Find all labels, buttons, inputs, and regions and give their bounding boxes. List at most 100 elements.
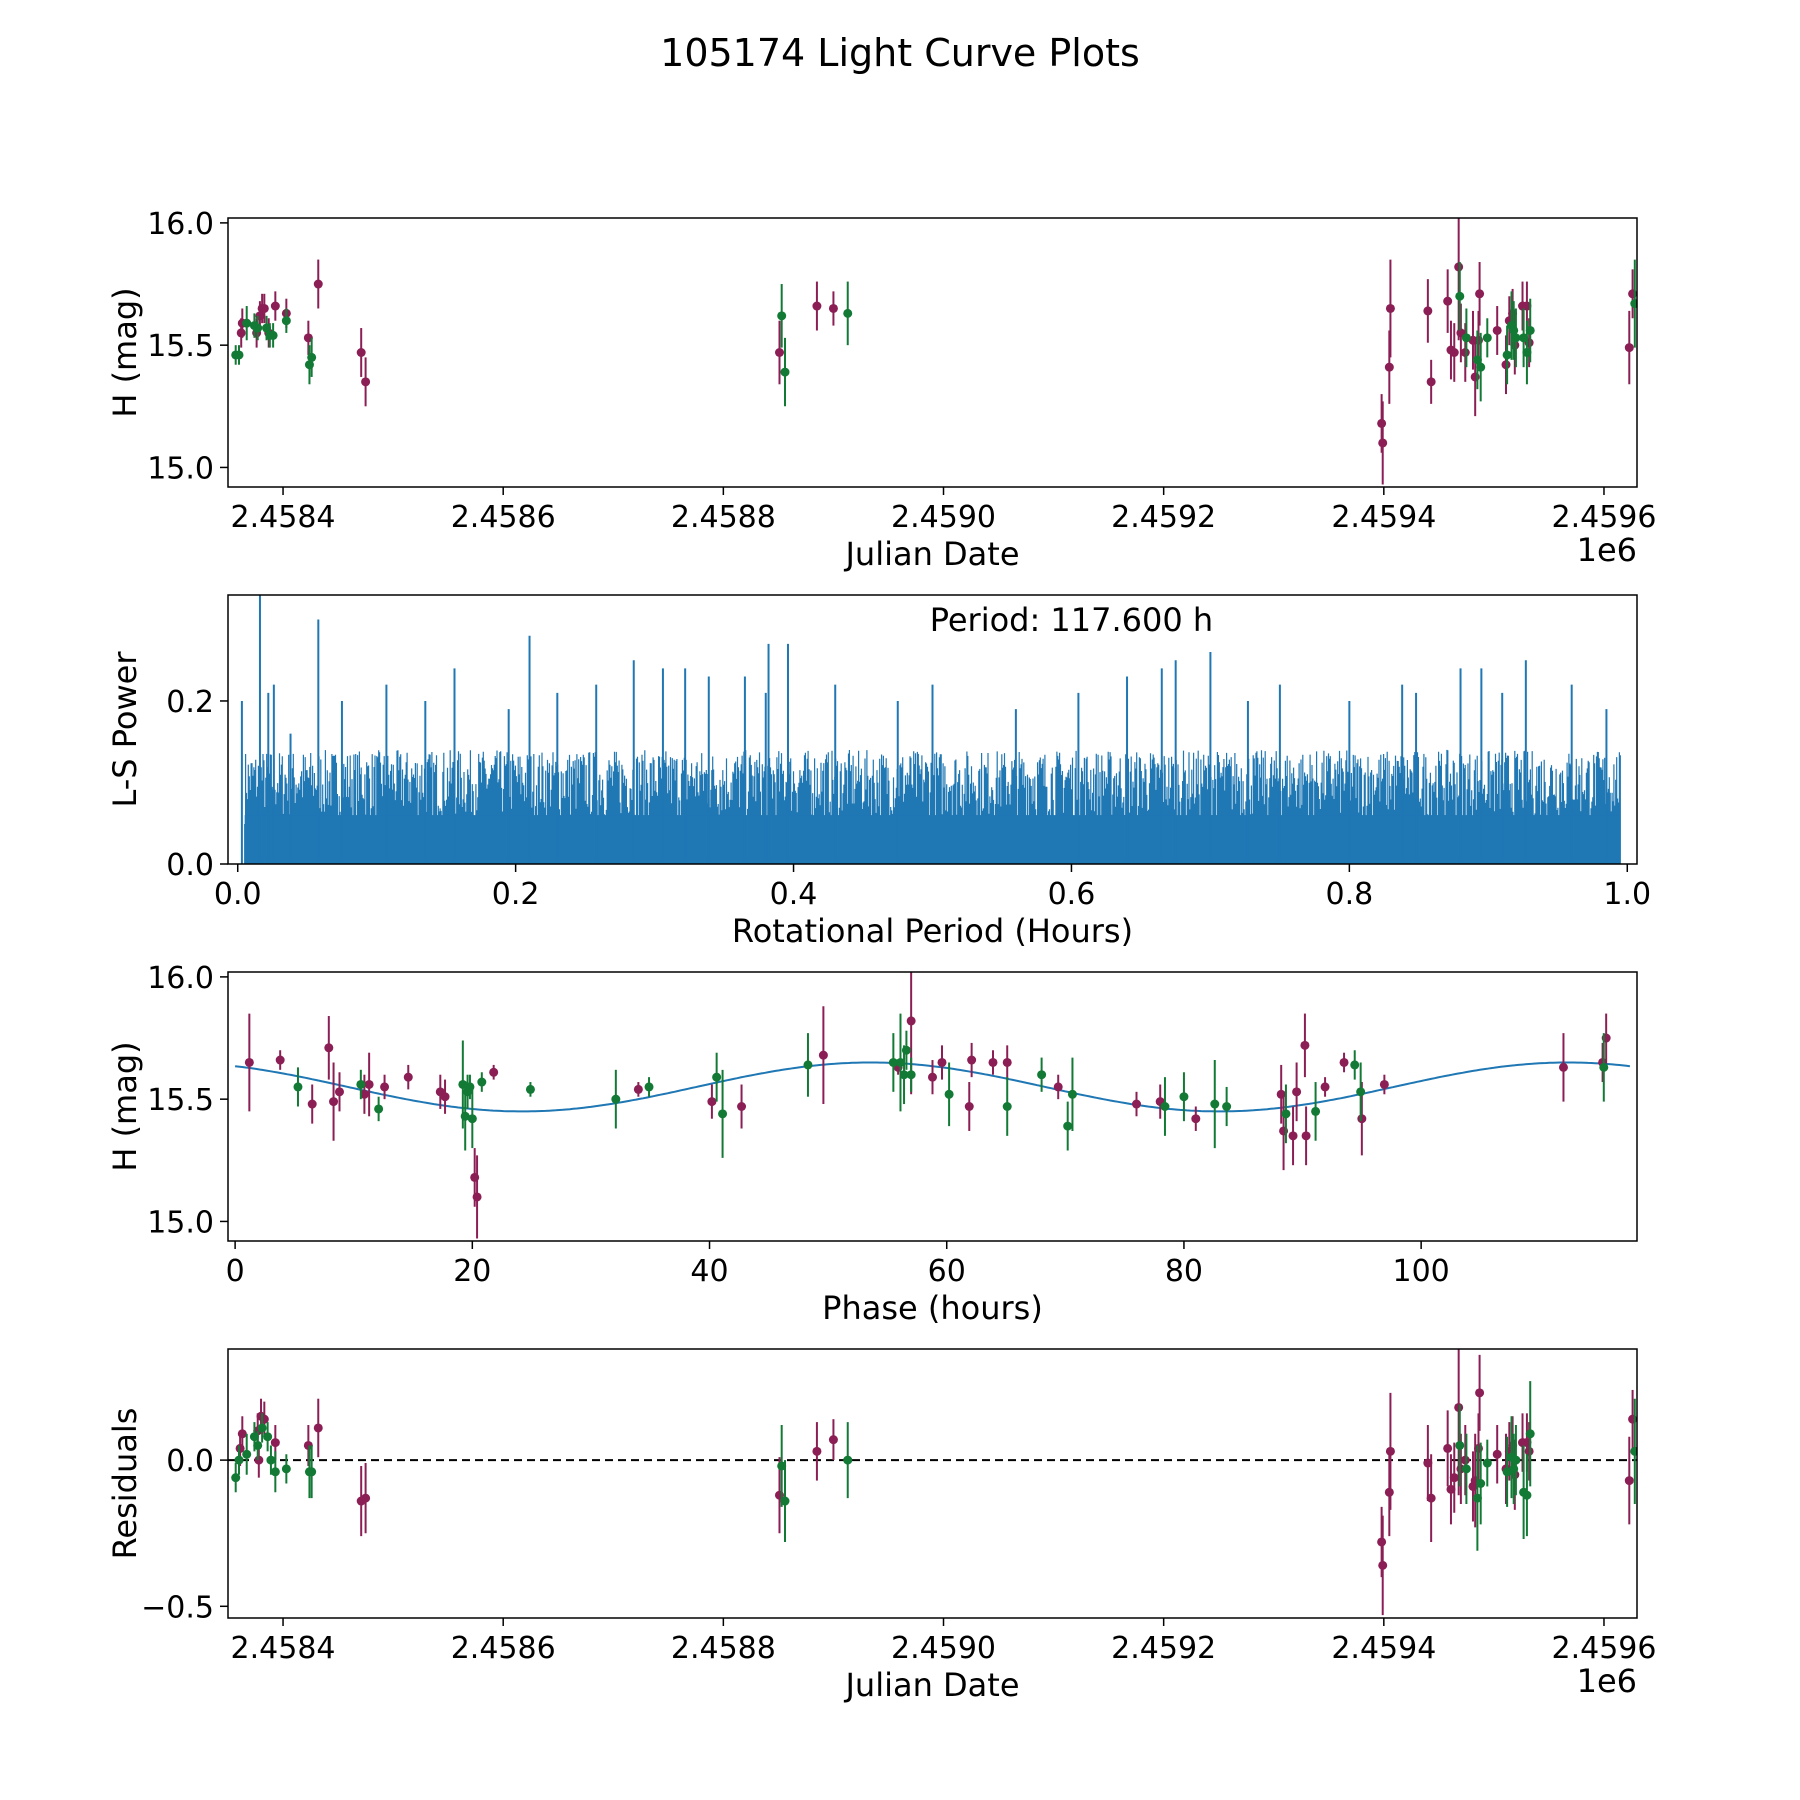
data-point bbox=[1461, 333, 1471, 343]
data-point bbox=[780, 367, 790, 377]
data-point bbox=[1492, 325, 1502, 335]
data-point bbox=[1423, 1458, 1433, 1468]
x-tick-label: 2.4588 bbox=[671, 500, 776, 535]
data-point bbox=[888, 1057, 898, 1067]
data-point bbox=[1449, 348, 1459, 357]
axes-frame bbox=[227, 217, 1638, 488]
data-point bbox=[1522, 301, 1532, 311]
y-tick-label: 15.5 bbox=[147, 1083, 214, 1118]
plot-area bbox=[234, 972, 1631, 1239]
data-point bbox=[1454, 1402, 1464, 1412]
data-point bbox=[270, 301, 280, 311]
data-point bbox=[906, 1016, 916, 1026]
data-point bbox=[259, 303, 269, 313]
x-axis-label: Phase (hours) bbox=[822, 1289, 1043, 1327]
plot-area bbox=[240, 595, 1621, 864]
data-point bbox=[1191, 1114, 1201, 1124]
data-point bbox=[1501, 360, 1511, 370]
data-point bbox=[242, 318, 252, 328]
data-point bbox=[270, 1438, 280, 1448]
data-point bbox=[1443, 296, 1453, 306]
data-point bbox=[268, 330, 278, 340]
x-offset-label: 1e6 bbox=[1577, 531, 1637, 569]
data-point bbox=[843, 1455, 853, 1465]
x-tick-label: 2.4594 bbox=[1331, 1631, 1436, 1666]
data-point bbox=[293, 1082, 303, 1092]
data-point bbox=[1525, 1429, 1535, 1439]
panel-phase-folded: 0 20 40 60 80 100 15.0 15.5 16.0 Phase (hours) H (… bbox=[106, 961, 1638, 1327]
data-point bbox=[1460, 348, 1470, 357]
data-point bbox=[275, 1055, 285, 1065]
data-point bbox=[644, 1082, 654, 1092]
data-point bbox=[270, 1467, 280, 1477]
data-point bbox=[1502, 350, 1512, 360]
data-point bbox=[303, 333, 313, 343]
axes-frame bbox=[227, 594, 1638, 865]
data-point bbox=[1350, 1060, 1360, 1070]
x-tick-label: 2.4590 bbox=[891, 500, 996, 535]
data-point bbox=[1179, 1092, 1189, 1102]
data-point bbox=[236, 328, 246, 338]
data-point bbox=[1522, 348, 1532, 357]
data-point bbox=[1301, 1131, 1311, 1141]
data-point bbox=[1482, 333, 1492, 343]
data-point bbox=[1131, 1099, 1141, 1109]
data-point bbox=[1443, 1443, 1453, 1453]
axes-frame bbox=[227, 1348, 1638, 1619]
data-point bbox=[774, 348, 784, 357]
data-point bbox=[1320, 1082, 1330, 1092]
data-point bbox=[1222, 1102, 1232, 1111]
x-tick-label: 2.4596 bbox=[1551, 1631, 1656, 1666]
panel-periodogram: Period: 117.600 h 0.0 0.2 0.4 0.6 0.8 1.0 0.0 0.… bbox=[106, 594, 1651, 950]
data-point bbox=[1624, 1476, 1634, 1486]
y-tick-label: 16.0 bbox=[147, 961, 214, 996]
data-point bbox=[262, 323, 272, 333]
data-point bbox=[307, 1467, 317, 1477]
y-tick-label: 15.0 bbox=[147, 451, 214, 486]
x-tick-label: 2.4594 bbox=[1331, 500, 1436, 535]
data-point bbox=[967, 1055, 977, 1065]
x-axis-label: Julian Date bbox=[843, 1666, 1019, 1704]
y-tick-label: 15.5 bbox=[147, 329, 214, 364]
x-tick-label: 2.4588 bbox=[671, 1631, 776, 1666]
data-point bbox=[237, 1429, 247, 1439]
data-point bbox=[313, 279, 323, 289]
x-tick-label: 100 bbox=[1393, 1254, 1450, 1289]
y-tick-label: 0.2 bbox=[166, 685, 214, 720]
data-point bbox=[1384, 362, 1394, 372]
data-point bbox=[718, 1109, 728, 1119]
data-point bbox=[257, 1423, 267, 1433]
x-tick-label: 2.4584 bbox=[231, 500, 336, 535]
data-point bbox=[1377, 418, 1387, 428]
y-axis-label: H (mag) bbox=[106, 1041, 144, 1171]
data-point bbox=[1002, 1057, 1012, 1067]
data-point bbox=[361, 1493, 371, 1503]
data-point bbox=[899, 1070, 909, 1080]
data-point bbox=[361, 377, 371, 387]
period-annotation: Period: 117.600 h bbox=[930, 601, 1214, 639]
plot-area bbox=[231, 218, 1637, 485]
data-point bbox=[477, 1077, 487, 1087]
data-point bbox=[964, 1102, 974, 1111]
data-point bbox=[1524, 1446, 1534, 1456]
data-point bbox=[380, 1082, 390, 1092]
data-point bbox=[1558, 1062, 1568, 1072]
data-point bbox=[803, 1060, 813, 1070]
data-point bbox=[843, 308, 853, 318]
data-point bbox=[234, 1455, 244, 1465]
data-point bbox=[1385, 1446, 1395, 1456]
x-tick-label: 2.4592 bbox=[1111, 500, 1216, 535]
data-point bbox=[1288, 1131, 1298, 1141]
data-point bbox=[374, 1104, 384, 1114]
data-point bbox=[828, 303, 838, 313]
data-point bbox=[231, 1473, 241, 1483]
data-point bbox=[1426, 1493, 1436, 1503]
data-point bbox=[1510, 340, 1520, 350]
data-point bbox=[1476, 362, 1486, 372]
data-point bbox=[944, 1089, 954, 1099]
figure-title: 105174 Light Curve Plots bbox=[660, 31, 1140, 75]
data-point bbox=[1475, 289, 1485, 299]
data-point bbox=[1455, 1440, 1465, 1450]
data-point bbox=[281, 1464, 291, 1474]
